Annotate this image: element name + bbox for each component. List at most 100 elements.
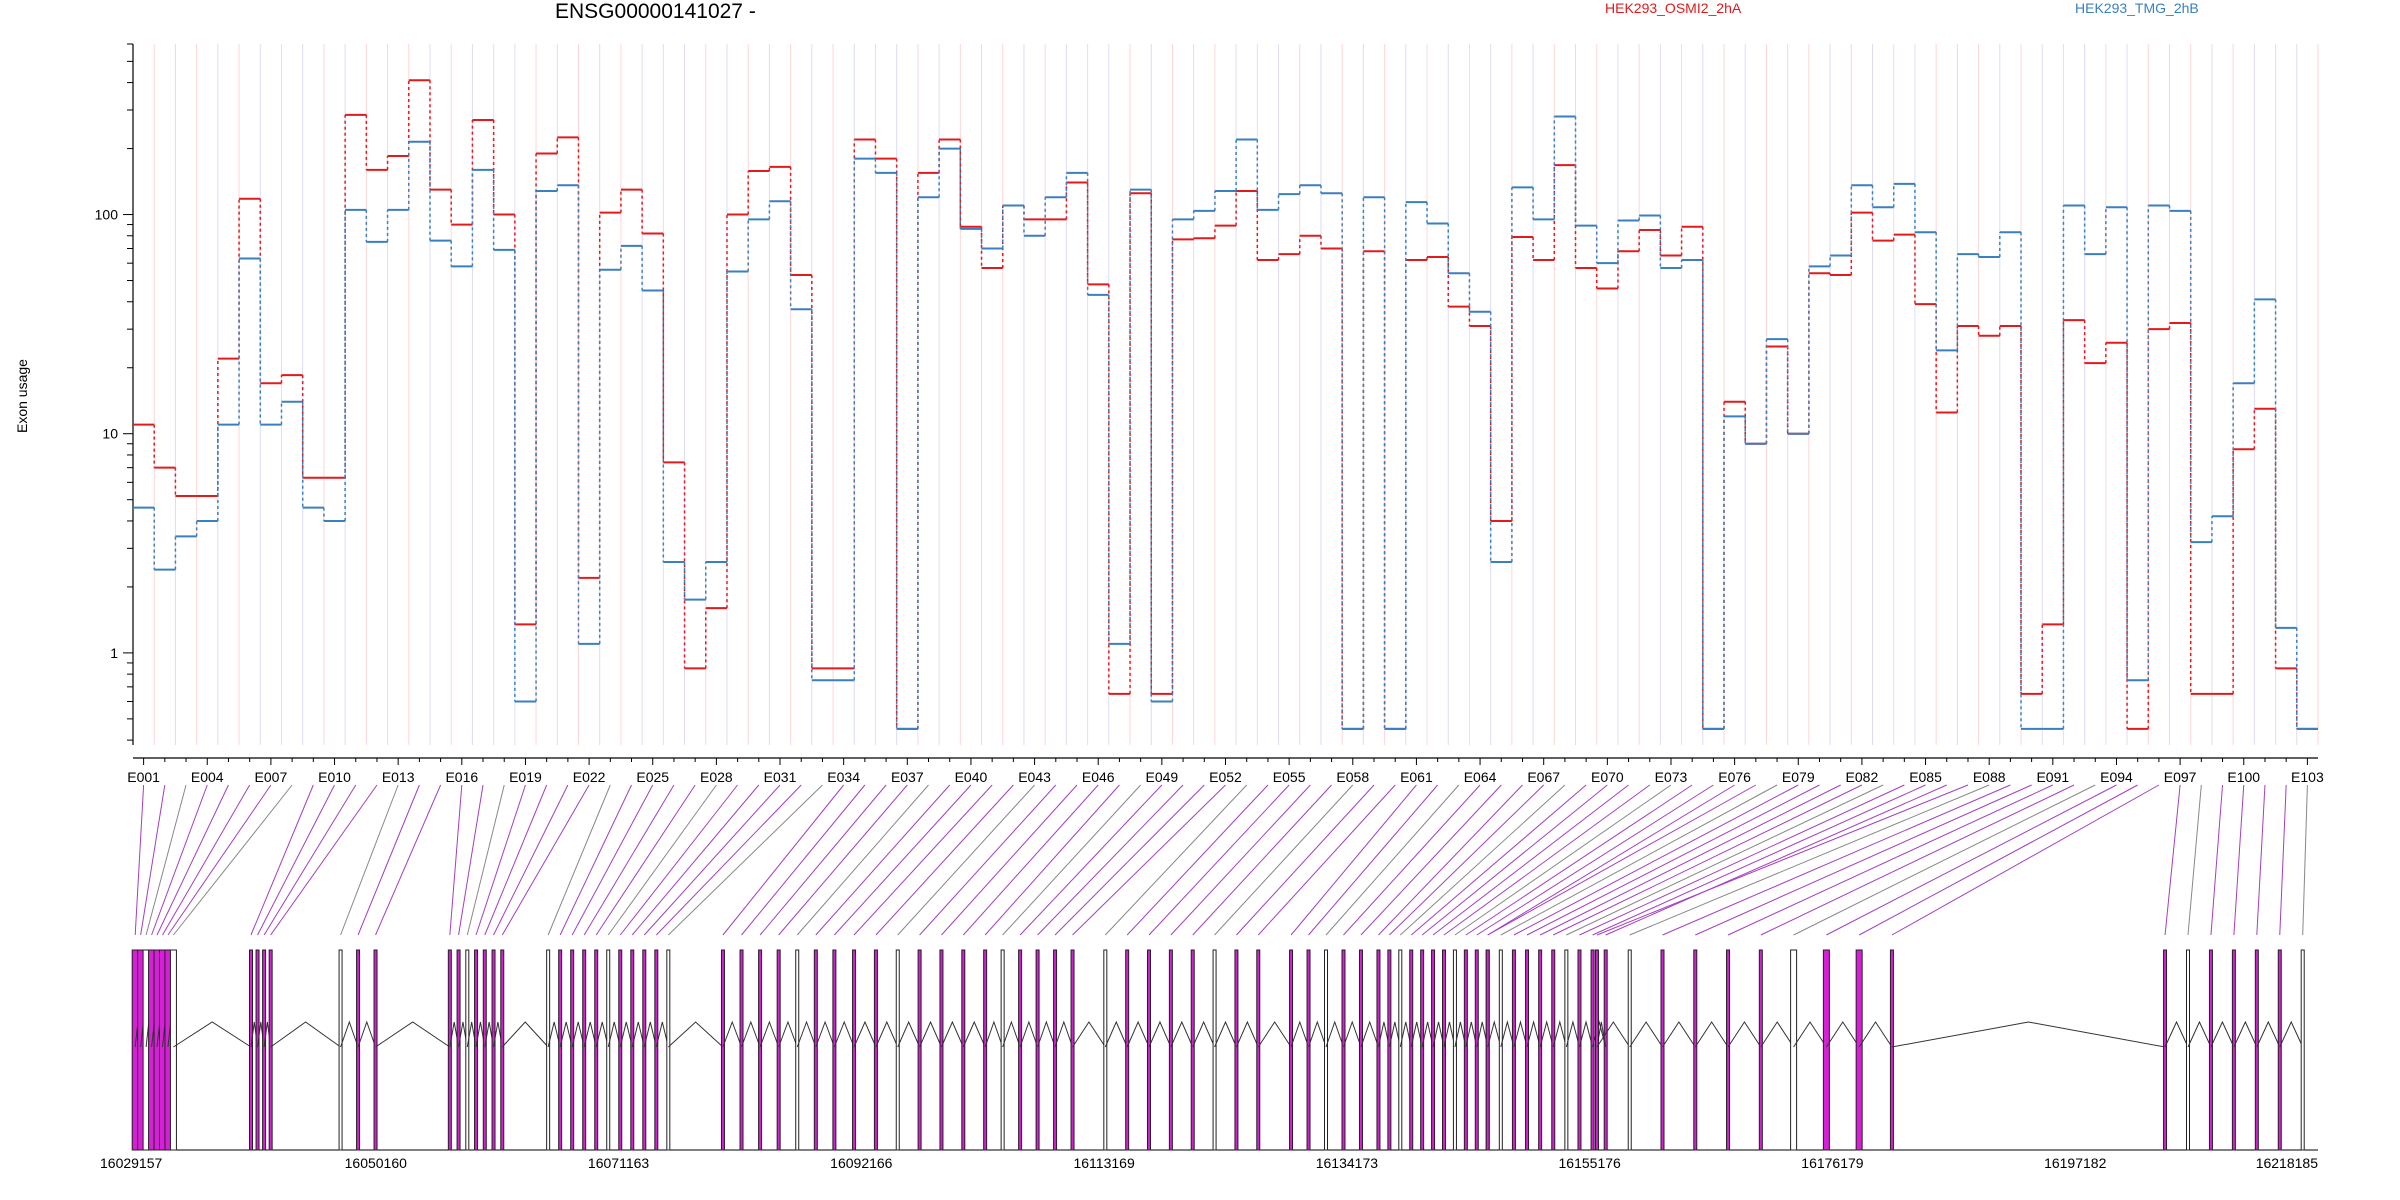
intron-line <box>667 1021 724 1048</box>
exon-box <box>500 949 505 1151</box>
intron-line <box>1596 1021 1631 1048</box>
exon-box <box>1577 949 1582 1151</box>
intron-line <box>1552 1020 1567 1048</box>
coordinate-tick-label: 16113169 <box>1073 1155 1134 1171</box>
intron-line <box>2164 1020 2189 1048</box>
y-tick-label: 1 <box>110 645 118 661</box>
exon-label: E016 <box>445 769 478 785</box>
exon-connector <box>834 784 972 936</box>
exon-label: E082 <box>1846 769 1879 785</box>
intron-line <box>833 1020 855 1048</box>
intron-line <box>595 1021 609 1048</box>
exon-box <box>169 949 177 1151</box>
exon-box <box>2185 949 2190 1151</box>
exon-connector <box>607 784 717 936</box>
exon-connector <box>501 784 590 936</box>
intron-line <box>1727 1021 1762 1048</box>
chart-title: ENSG00000141027 - <box>555 0 756 23</box>
intron-line <box>1539 1020 1554 1048</box>
exon-connector <box>2279 784 2287 936</box>
exon-label: E088 <box>1973 769 2006 785</box>
exon-box <box>1420 949 1425 1151</box>
exon-label: E076 <box>1718 769 1751 785</box>
exon-connector <box>1539 784 1841 936</box>
exon-label: E022 <box>573 769 606 785</box>
y-tick-label: 10 <box>102 426 118 442</box>
exon-box <box>570 949 575 1151</box>
exon-connector <box>1629 784 1990 936</box>
exon-label: E064 <box>1464 769 1497 785</box>
exon-connector <box>2187 784 2202 936</box>
exon-label: E055 <box>1273 769 1306 785</box>
exon-connector <box>140 784 166 936</box>
exon-box <box>465 949 470 1151</box>
intron-line <box>1148 1020 1172 1048</box>
legend-entry-osmi2: HEK293_OSMI2_2hA <box>1605 0 1742 16</box>
intron-line <box>1104 1020 1128 1048</box>
exon-label: E103 <box>2291 769 2324 785</box>
exon-box <box>474 949 479 1151</box>
exon-connector <box>1526 784 1820 936</box>
exon-connector <box>1378 784 1523 936</box>
intron-line <box>501 1021 549 1048</box>
intron-line <box>815 1020 835 1048</box>
intron-line <box>759 1020 780 1048</box>
coordinate-tick-label: 16092166 <box>830 1155 893 1171</box>
intron-line <box>173 1021 252 1048</box>
exon-connector <box>1553 784 1863 936</box>
exon-connector <box>919 784 1057 936</box>
intron-line <box>2256 1020 2281 1048</box>
exon-box <box>795 949 800 1151</box>
intron-line <box>875 1020 899 1048</box>
exon-connector <box>1104 784 1248 936</box>
exon-box <box>2163 949 2168 1151</box>
intron-line <box>1487 1020 1502 1048</box>
exon-connector <box>1760 784 2075 936</box>
exon-connector <box>1487 784 1735 936</box>
exon-connector <box>1500 784 1778 936</box>
intron-line <box>1126 1020 1150 1048</box>
exon-box <box>582 949 587 1151</box>
exon-box <box>1431 949 1436 1151</box>
exon-box <box>1790 949 1798 1151</box>
exon-box <box>1053 949 1058 1151</box>
exon-box <box>739 949 744 1151</box>
exon-connector <box>619 784 738 936</box>
exon-connector <box>984 784 1120 936</box>
exon-connector <box>941 784 1078 936</box>
exon-box <box>1693 949 1698 1151</box>
exon-box <box>356 949 361 1151</box>
exon-label: E007 <box>255 769 288 785</box>
intron-line <box>1694 1021 1729 1048</box>
exon-box <box>1463 949 1468 1151</box>
exon-box <box>776 949 781 1151</box>
exon-connector <box>173 784 293 936</box>
intron-line <box>2279 1020 2304 1048</box>
exon-label: E013 <box>382 769 415 785</box>
exon-label: E046 <box>1082 769 1115 785</box>
intron-line <box>1290 1020 1310 1048</box>
gene-model <box>131 949 2318 1151</box>
exon-box <box>983 949 988 1151</box>
series-osmi2-line <box>133 79 2318 730</box>
exon-box <box>618 949 623 1151</box>
exon-box <box>939 949 944 1151</box>
exon-connector <box>1054 784 1205 936</box>
exon-label: E073 <box>1655 769 1688 785</box>
exon-connector <box>145 784 187 936</box>
exon-box <box>262 949 267 1151</box>
exon-connector <box>270 784 378 936</box>
intron-line <box>1513 1020 1528 1048</box>
exon-connector <box>1727 784 2054 936</box>
intron-line <box>1170 1020 1194 1048</box>
exon-box <box>1125 949 1130 1151</box>
exon-connector <box>1343 784 1481 936</box>
intron-line <box>1793 1021 1827 1048</box>
intron-line <box>559 1021 573 1048</box>
intron-line <box>984 1020 1004 1048</box>
exon-connector <box>1793 784 2096 936</box>
coordinate-tick-label: 16197182 <box>2044 1155 2107 1171</box>
exon-box <box>1324 949 1329 1151</box>
exon-box <box>1341 949 1346 1151</box>
series-tmg-line <box>133 115 2318 730</box>
